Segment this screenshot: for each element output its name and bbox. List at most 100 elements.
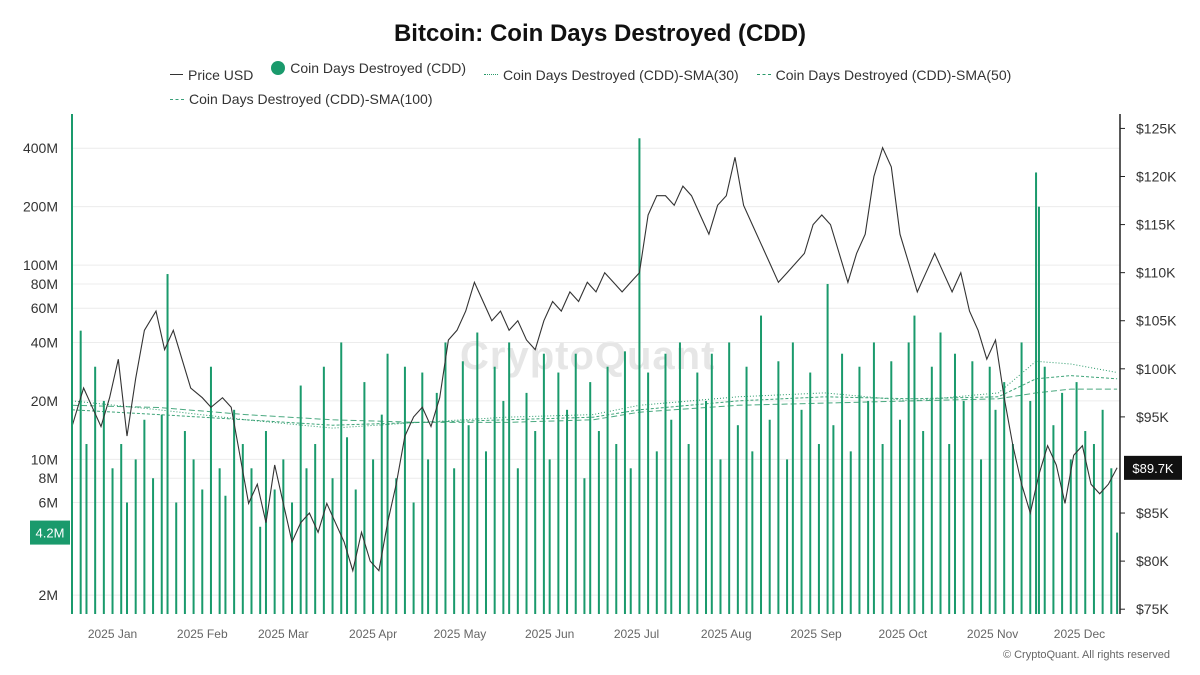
cdd-bar bbox=[395, 478, 398, 614]
grid-layer bbox=[72, 147, 1120, 596]
legend-label-sma30: Coin Days Destroyed (CDD)-SMA(30) bbox=[502, 66, 739, 83]
x-tick-label: 2025 Jan bbox=[88, 627, 137, 641]
cdd-bar bbox=[629, 468, 632, 614]
cdd-bar bbox=[192, 459, 195, 614]
cdd-bar bbox=[705, 400, 708, 614]
cdd-bar bbox=[809, 372, 812, 614]
cdd-bar bbox=[1020, 342, 1023, 614]
y-right-tick-label: $110K bbox=[1136, 265, 1176, 281]
cdd-bar bbox=[710, 353, 713, 614]
y-right-tick-label: $115K bbox=[1136, 217, 1176, 233]
y-right-tick-label: $125K bbox=[1136, 120, 1177, 136]
cdd-bar bbox=[484, 451, 487, 614]
cdd-bar bbox=[962, 400, 965, 614]
cdd-bar bbox=[1116, 532, 1119, 614]
legend-label-sma100: Coin Days Destroyed (CDD)-SMA(100) bbox=[189, 91, 433, 107]
cdd-bar bbox=[542, 353, 545, 614]
cdd-bar bbox=[102, 400, 105, 614]
cdd-bar bbox=[372, 459, 375, 614]
y-right-tick-label: $75K bbox=[1136, 601, 1169, 617]
cdd-bar bbox=[427, 459, 430, 614]
cdd-bar bbox=[201, 489, 204, 614]
sma-lines-layer bbox=[71, 360, 1118, 429]
cdd-bar bbox=[760, 315, 763, 614]
cdd-bar bbox=[1003, 382, 1006, 614]
cdd-bar bbox=[638, 138, 641, 614]
legend-label-cdd: Coin Days Destroyed (CDD) bbox=[290, 60, 467, 76]
cdd-bar bbox=[655, 451, 658, 614]
cdd-bar bbox=[508, 342, 511, 614]
y-left-tick-label: 200M bbox=[23, 199, 58, 215]
x-tick-label: 2025 Sep bbox=[790, 627, 842, 641]
cdd-bar bbox=[832, 425, 835, 614]
cdd-bar bbox=[800, 409, 803, 614]
cdd-bar bbox=[224, 495, 227, 614]
cdd-bar bbox=[841, 353, 844, 614]
cdd-bar bbox=[305, 468, 308, 614]
y-right-tick-label: $120K bbox=[1136, 169, 1177, 185]
y-right-tick-label: $100K bbox=[1136, 361, 1177, 377]
cdd-bar bbox=[678, 342, 681, 614]
cdd-bar bbox=[1092, 444, 1095, 614]
cdd-bar bbox=[623, 351, 626, 614]
cdd-bar bbox=[273, 489, 276, 614]
cdd-bar bbox=[566, 409, 569, 614]
cdd-bar bbox=[1110, 468, 1113, 614]
cdd-bar bbox=[557, 372, 560, 614]
cdd-bar bbox=[696, 372, 699, 614]
legend-label-price: Price USD bbox=[188, 66, 254, 83]
price-line-icon bbox=[170, 74, 183, 75]
sma30-line-icon bbox=[483, 74, 498, 75]
cdd-bar bbox=[953, 353, 956, 614]
y-left-tick-label: 6M bbox=[39, 494, 58, 510]
cdd-bar bbox=[233, 409, 236, 614]
y-left-tick-label: 10M bbox=[31, 451, 58, 467]
y-left-tick-label: 100M bbox=[23, 257, 58, 273]
chart-legend: Price USD Coin Days Destroyed (CDD) Coin… bbox=[170, 58, 1070, 109]
cdd-bar bbox=[745, 366, 748, 614]
cdd-bar bbox=[380, 414, 383, 614]
cdd-bar bbox=[322, 366, 325, 614]
cdd-bar bbox=[534, 431, 537, 614]
cdd-bar bbox=[670, 419, 673, 614]
legend-item-price[interactable]: Price USD bbox=[170, 65, 253, 85]
cdd-bar bbox=[79, 330, 82, 614]
price-line bbox=[71, 146, 1118, 573]
legend-item-sma100[interactable]: Coin Days Destroyed (CDD)-SMA(100) bbox=[170, 89, 433, 109]
cdd-bar bbox=[1069, 459, 1072, 614]
cdd-bar bbox=[736, 425, 739, 614]
cdd-bar bbox=[728, 342, 731, 614]
cdd-bar bbox=[971, 361, 974, 614]
cdd-bar bbox=[299, 385, 302, 614]
legend-item-sma30[interactable]: Coin Days Destroyed (CDD)-SMA(30) bbox=[483, 65, 739, 85]
cdd-dot-icon bbox=[271, 61, 286, 75]
cdd-bar bbox=[939, 332, 942, 614]
cdd-bar bbox=[777, 361, 780, 614]
cdd-bar bbox=[346, 437, 349, 614]
cdd-bar bbox=[152, 478, 155, 614]
y-right-tick-label: $85K bbox=[1136, 505, 1169, 521]
cdd-bar bbox=[282, 459, 285, 614]
sma100-line bbox=[71, 388, 1118, 423]
x-tick-label: 2025 Jul bbox=[614, 627, 659, 641]
cdd-bars-layer bbox=[71, 138, 1119, 615]
cdd-bar bbox=[574, 353, 577, 614]
legend-item-sma50[interactable]: Coin Days Destroyed (CDD)-SMA(50) bbox=[756, 65, 1011, 85]
cdd-bar bbox=[120, 444, 123, 614]
cdd-bar bbox=[858, 366, 861, 614]
y-right-tick-label: $80K bbox=[1136, 553, 1169, 569]
cdd-bar bbox=[890, 361, 893, 614]
x-tick-label: 2025 Nov bbox=[967, 627, 1018, 641]
legend-item-cdd[interactable]: Coin Days Destroyed (CDD) bbox=[271, 58, 466, 78]
sma30-line bbox=[71, 360, 1118, 429]
y-left-tick-label: 8M bbox=[39, 470, 58, 486]
cdd-bar bbox=[849, 451, 852, 614]
cdd-bar bbox=[988, 366, 991, 614]
cdd-bar bbox=[175, 502, 178, 614]
cdd-bar bbox=[85, 444, 88, 614]
cdd-bar bbox=[1043, 366, 1046, 614]
cdd-bar bbox=[218, 468, 221, 614]
sma50-line-icon bbox=[756, 74, 771, 75]
cdd-bar bbox=[241, 444, 244, 614]
